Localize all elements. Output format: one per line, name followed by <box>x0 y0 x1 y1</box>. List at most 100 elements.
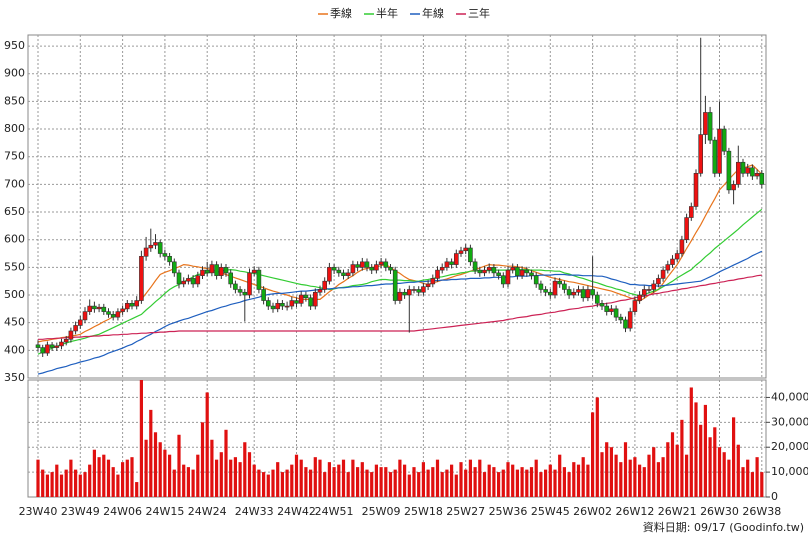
volume-bar <box>285 469 289 497</box>
volume-bar <box>473 467 477 497</box>
y-tick-label: 800 <box>4 122 25 135</box>
volume-bar <box>727 459 731 497</box>
candle-body <box>40 347 46 354</box>
volume-bar <box>309 469 313 497</box>
volume-bar <box>445 469 449 497</box>
candle-body <box>670 258 675 265</box>
volume-bar <box>468 459 472 497</box>
volume-bar <box>703 404 707 497</box>
candle-body <box>411 289 417 291</box>
volume-bar <box>247 452 252 497</box>
candle-body <box>331 267 337 271</box>
candle-body <box>167 255 172 263</box>
volume-bar <box>59 474 64 497</box>
volume-bar <box>41 469 45 497</box>
candle-body <box>181 280 186 285</box>
volume-bar <box>191 469 195 497</box>
candle-body <box>712 139 718 174</box>
candle-body <box>552 280 558 296</box>
volume-bar <box>586 464 590 497</box>
candle-body <box>500 275 506 285</box>
candle-body <box>115 311 121 318</box>
candle-body <box>740 161 746 174</box>
candle-body <box>425 283 431 288</box>
candle-body <box>350 264 356 274</box>
volume-bar <box>45 474 49 497</box>
volume-bar <box>262 472 266 497</box>
volume-bar <box>454 474 458 497</box>
candle-body <box>599 303 605 307</box>
y2-tick-label: 0 <box>771 490 778 503</box>
candle-body <box>721 128 727 152</box>
x-tick-label: 26W21 <box>658 505 697 518</box>
volume-bar <box>595 397 599 497</box>
legend-label: 三年 <box>468 6 490 20</box>
candle-body <box>604 305 610 312</box>
volume-bar <box>360 462 364 497</box>
volume-bar <box>534 459 538 497</box>
volume-bar <box>713 427 717 497</box>
volume-bar <box>106 459 111 497</box>
candle-body <box>693 173 699 207</box>
y-tick-label: 500 <box>4 288 25 301</box>
candle-body <box>458 250 464 254</box>
volume-bar <box>92 449 96 497</box>
candle-body <box>745 167 751 174</box>
x-tick-label: 25W09 <box>362 505 401 518</box>
volume-bar <box>379 467 383 497</box>
candle-body <box>482 269 487 274</box>
volume-bar <box>421 462 425 497</box>
candle-body <box>468 247 473 263</box>
volume-bar <box>708 437 712 497</box>
candle-body <box>510 267 516 271</box>
candle-body <box>750 167 755 177</box>
volume-bar <box>591 412 595 497</box>
candle-body <box>609 308 614 312</box>
candle-body <box>703 112 708 135</box>
y2-tick-label: 20,000 <box>771 440 808 453</box>
volume-bar <box>304 467 308 497</box>
volume-bar <box>299 459 303 497</box>
volume-bar <box>233 457 237 497</box>
candle-body <box>392 269 398 301</box>
candle-body <box>679 239 685 254</box>
candle-body <box>270 305 276 310</box>
volume-bar <box>619 462 623 497</box>
candle-body <box>68 330 74 340</box>
volume-bar <box>407 474 411 497</box>
volume-bar <box>638 464 642 497</box>
volume-bar <box>666 442 670 497</box>
candle-body <box>430 278 436 285</box>
volume-bar <box>581 457 585 497</box>
candle-body <box>345 272 351 276</box>
volume-bar <box>323 472 327 497</box>
volume-bar <box>440 472 444 497</box>
volume-bar <box>450 464 454 497</box>
volume-bar <box>153 432 158 497</box>
candle-body <box>92 305 97 310</box>
x-tick-label: 23W40 <box>19 505 58 518</box>
candle-body <box>172 261 177 274</box>
x-tick-label: 24W42 <box>277 505 316 518</box>
candle-body <box>214 264 219 276</box>
candle-body <box>237 289 243 293</box>
candle-body <box>369 267 375 271</box>
volume-bar <box>642 467 646 497</box>
candle-body <box>280 303 285 307</box>
volume-bar <box>652 447 656 497</box>
candle-body <box>153 242 158 246</box>
candle-body <box>646 289 652 291</box>
candle-body <box>641 289 647 296</box>
candle-body <box>322 280 328 290</box>
volume-bar <box>172 469 176 497</box>
volume-bar <box>515 469 519 497</box>
candle-body <box>435 269 440 279</box>
volume-bar <box>365 469 369 497</box>
volume-bar <box>548 464 552 497</box>
volume-bar <box>647 454 651 497</box>
candle-body <box>735 161 741 185</box>
candle-body <box>656 278 661 285</box>
volume-bar <box>243 442 247 497</box>
y-tick-label: 950 <box>4 39 25 52</box>
